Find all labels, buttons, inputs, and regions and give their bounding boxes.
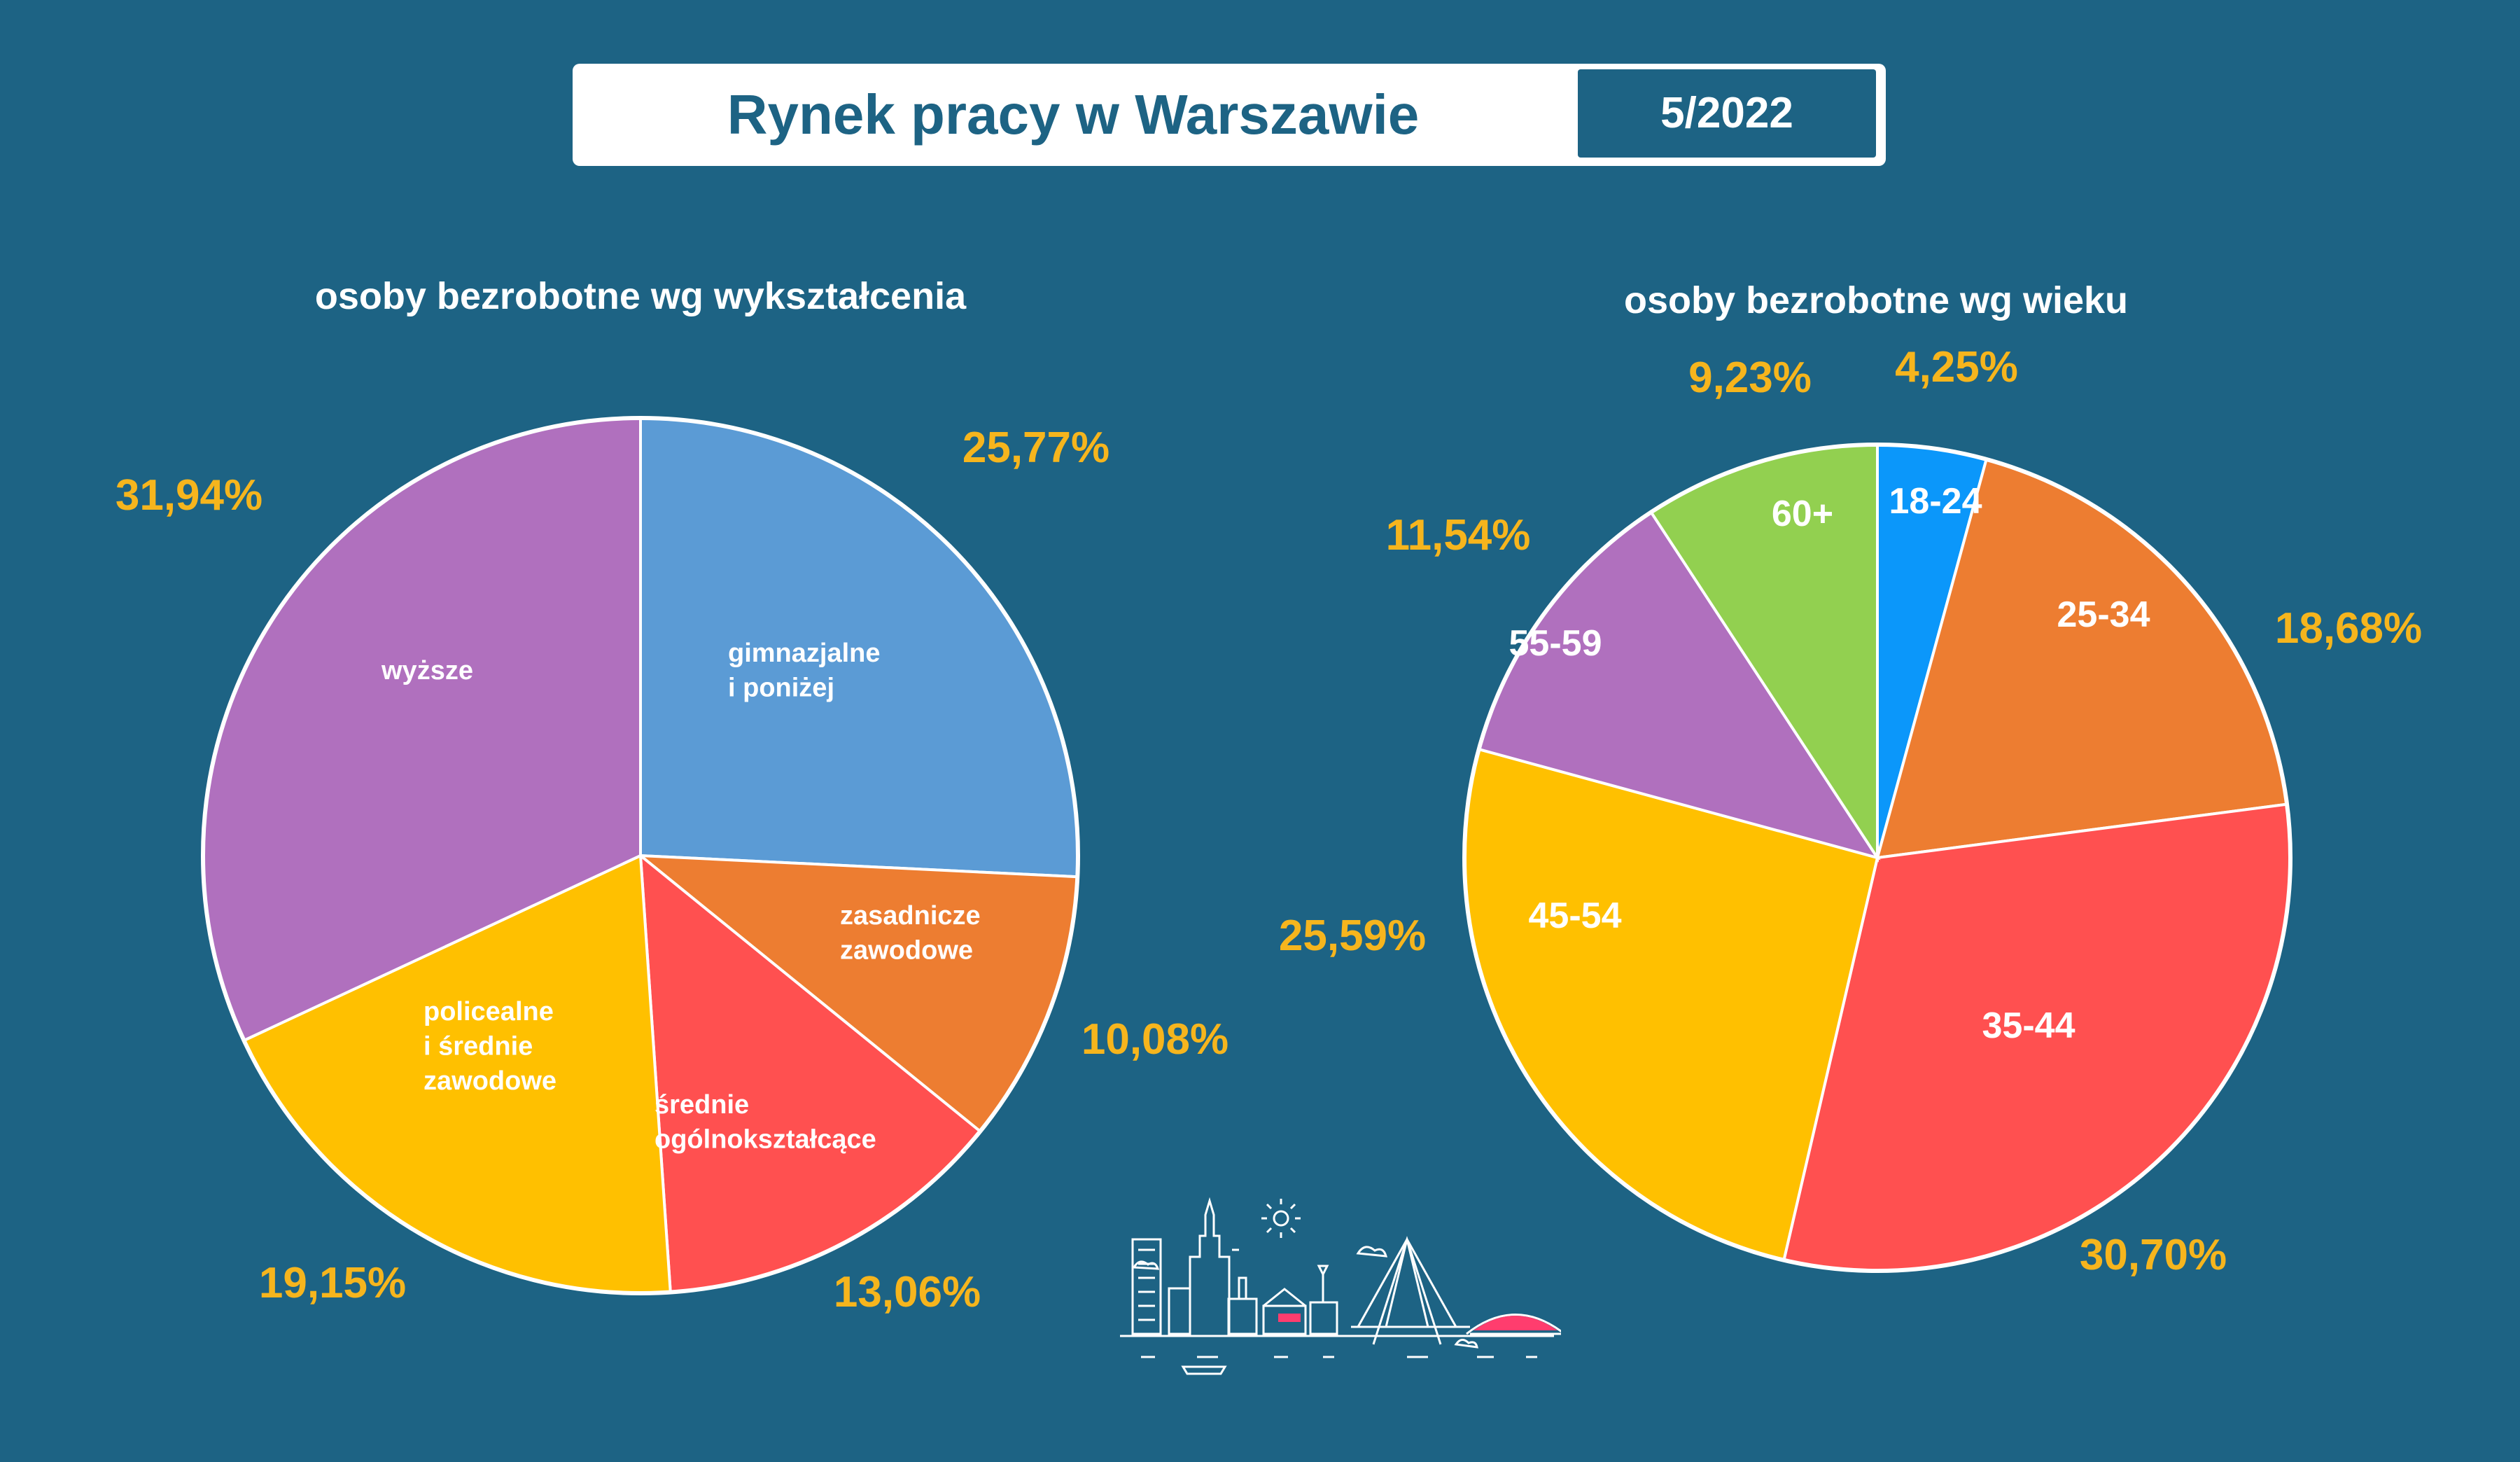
value-label-0-0: 25,77% [962, 424, 1110, 472]
slice-label-0-1: zasadnicze zawodowe [840, 901, 981, 965]
chart-title-age: osoby bezrobotne wg wieku [1623, 279, 2129, 321]
pie-outline-0 [201, 416, 1080, 1295]
value-label-1-3: 25,59% [1279, 912, 1426, 960]
chart-title-education: osoby bezrobotne wg wykształcenia [314, 275, 967, 317]
value-label-1-1: 18,68% [2275, 604, 2422, 653]
pie-slice-0-0 [639, 416, 1079, 879]
pie-slice-1-4 [1477, 510, 1881, 861]
warsaw-skyline-illustration [1120, 1197, 1561, 1375]
slice-label-0-2: średnie ogólnokształcące [654, 1090, 876, 1154]
value-label-1-0: 4,25% [1895, 343, 2018, 391]
header-box: Rynek pracy w Warszawie 5/2022 [573, 64, 1886, 166]
pie-outline-1 [1462, 443, 2292, 1273]
value-label-0-2: 13,06% [834, 1268, 981, 1316]
value-label-0-4: 31,94% [115, 471, 262, 520]
value-label-1-2: 30,70% [2080, 1231, 2227, 1279]
slice-label-1-1: 25-34 [2057, 594, 2150, 635]
pie-slice-1-2 [1782, 802, 2292, 1272]
value-label-1-4: 11,54% [1386, 511, 1531, 559]
value-label-0-3: 19,15% [259, 1259, 406, 1307]
slice-label-0-0: gimnazjalne i poniżej [728, 639, 881, 702]
value-label-0-1: 10,08% [1082, 1015, 1228, 1064]
value-label-1-5: 9,23% [1688, 354, 1812, 402]
slice-label-1-5: 60+ [1772, 494, 1833, 534]
slice-label-1-3: 45-54 [1529, 896, 1622, 936]
slice-label-0-3: policealne i średnie zawodowe [424, 997, 556, 1096]
slice-label-1-0: 18-24 [1889, 481, 1982, 522]
pie-slice-0-3 [241, 853, 672, 1295]
date-badge: 5/2022 [1578, 69, 1876, 158]
pie-slice-1-0 [1876, 443, 1989, 858]
slice-label-1-2: 35-44 [1982, 1005, 2076, 1046]
pie-slice-1-1 [1875, 457, 2289, 860]
pie-slice-0-1 [636, 854, 1079, 1134]
pie-slice-0-4 [202, 416, 642, 1043]
slice-label-0-4: wyższe [381, 656, 473, 685]
page-title: Rynek pracy w Warszawie [727, 83, 1420, 146]
pie-slice-0-2 [638, 852, 983, 1294]
slice-label-1-4: 55-59 [1509, 623, 1602, 664]
pie-slice-1-5 [1648, 443, 1879, 863]
